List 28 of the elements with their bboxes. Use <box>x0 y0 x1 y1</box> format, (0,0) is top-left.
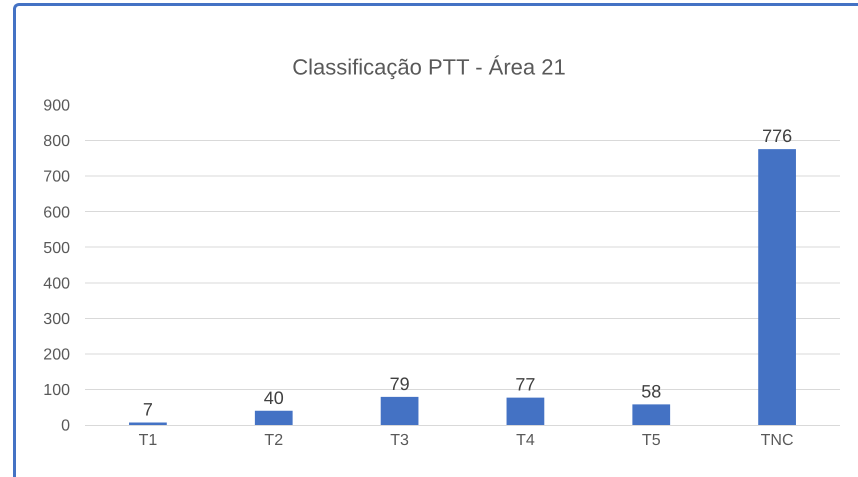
y-tick-label: 800 <box>43 133 70 150</box>
x-tick-label: T3 <box>390 432 410 450</box>
y-tick-label: 900 <box>43 98 70 115</box>
x-tick-label: T2 <box>264 432 284 450</box>
y-tick-label: 300 <box>43 310 70 328</box>
y-tick-label: 400 <box>43 275 70 292</box>
y-tick-label: 500 <box>43 240 70 257</box>
data-label: 776 <box>762 126 792 146</box>
x-tick-label: T4 <box>516 432 535 450</box>
y-tick-label: 0 <box>61 418 70 435</box>
bar <box>380 396 418 425</box>
bar <box>632 404 670 425</box>
x-tick-label: T1 <box>138 432 158 450</box>
bar <box>758 149 796 425</box>
data-label: 7 <box>142 400 153 420</box>
y-tick-label: 700 <box>43 168 70 186</box>
data-label: 79 <box>390 374 410 394</box>
data-label: 58 <box>641 381 662 402</box>
data-label: 77 <box>515 374 536 395</box>
bar <box>506 398 544 425</box>
x-tick-label: TNC <box>760 432 794 450</box>
data-label: 40 <box>264 388 284 408</box>
bar <box>254 410 293 425</box>
y-tick-label: 100 <box>43 382 70 400</box>
x-tick-label: T5 <box>642 432 661 450</box>
y-tick-label: 200 <box>43 346 70 364</box>
chart-title: Classificação PTT - Área 21 <box>292 54 566 80</box>
y-tick-label: 600 <box>43 204 70 222</box>
